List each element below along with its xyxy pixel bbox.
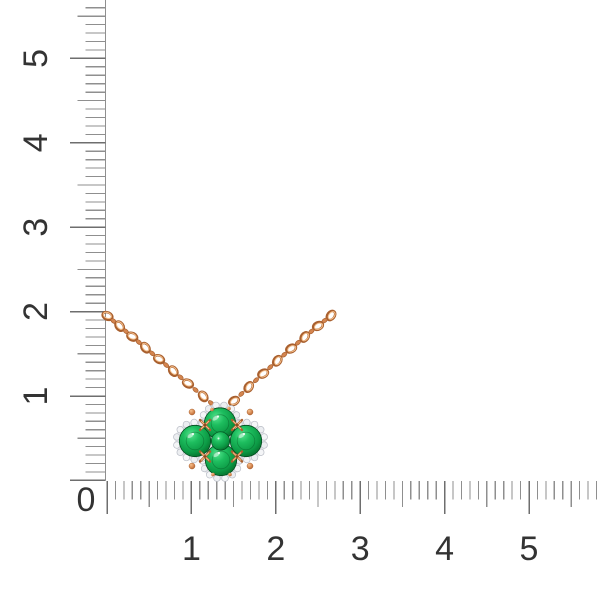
chain-link-highlight xyxy=(183,379,193,387)
gold-notch-dot xyxy=(188,462,196,470)
stone-sparkle xyxy=(242,432,246,436)
chain-link-highlight xyxy=(274,356,282,366)
horizontal-ruler-number: 1 xyxy=(182,530,201,568)
horizontal-ruler-number: 5 xyxy=(520,530,539,568)
chain-link xyxy=(267,364,274,370)
vertical-ruler xyxy=(70,0,107,482)
chain-link-highlight xyxy=(102,311,112,320)
vertical-ruler-number: 1 xyxy=(17,387,55,406)
vertical-ruler-number: 2 xyxy=(17,302,55,321)
gold-notch-dot xyxy=(246,462,254,470)
emerald-center-stone xyxy=(210,431,231,451)
horizontal-ruler-number: 4 xyxy=(435,530,454,568)
chain-link-highlight xyxy=(287,345,297,353)
chain-link-highlight xyxy=(327,311,336,320)
stone-sparkle xyxy=(217,451,221,455)
chain-link-highlight xyxy=(314,322,324,330)
halo-diamond-bead xyxy=(243,418,251,427)
chain-link-highlight xyxy=(245,382,254,392)
horizontal-ruler-number: 3 xyxy=(351,530,370,568)
stone-sparkle xyxy=(216,415,220,418)
gold-notch-dot xyxy=(246,408,254,416)
vertical-ruler-number: 3 xyxy=(17,218,55,237)
horizontal-ruler-numbers: 1 2 3 4 5 xyxy=(182,530,539,568)
gold-notch-dot xyxy=(188,408,196,416)
chain-link-highlight xyxy=(141,342,150,352)
halo-diamond-bead xyxy=(190,455,198,464)
horizontal-ruler-number: 2 xyxy=(266,530,285,568)
gold-prong-tip xyxy=(228,472,232,477)
chain-link xyxy=(163,362,170,368)
chain-link-highlight xyxy=(259,370,269,378)
vertical-ruler-number: 5 xyxy=(17,49,55,68)
gold-prong-tip xyxy=(211,472,215,477)
halo-diamond-bead xyxy=(257,448,265,456)
gold-prong-tip xyxy=(227,406,231,411)
gold-prong-tip xyxy=(210,407,214,412)
ruler-origin-number: 0 xyxy=(77,481,96,519)
halo-diamond-bead xyxy=(176,448,184,456)
chain-link-highlight xyxy=(301,332,310,342)
stone-facet-line xyxy=(185,431,205,451)
chain-link-highlight xyxy=(199,391,208,401)
chain-link xyxy=(253,377,259,384)
chain-link xyxy=(192,387,199,393)
emerald-clover-pendant xyxy=(173,401,268,482)
chain-link-highlight xyxy=(169,366,178,375)
halo-diamond-bead xyxy=(176,426,184,434)
gold-prong-cross xyxy=(198,450,212,463)
emerald-stone xyxy=(178,424,212,458)
gold-prong-cross xyxy=(230,450,244,463)
chain-link-highlight xyxy=(154,354,164,363)
emerald-stone xyxy=(229,424,263,458)
vertical-ruler-number: 4 xyxy=(17,133,55,152)
chain-link-highlight xyxy=(115,321,124,330)
chain-link xyxy=(238,391,245,397)
horizontal-ruler xyxy=(106,481,598,514)
stone-sparkle xyxy=(191,432,195,436)
stone-facet-line xyxy=(211,450,231,470)
chain-link-highlight xyxy=(230,397,240,405)
stone-sparkle xyxy=(217,437,220,440)
necklace-chain-left xyxy=(101,310,215,406)
chain-link-highlight xyxy=(127,332,137,340)
necklace-chain-right xyxy=(227,309,337,407)
halo-diamond-bead xyxy=(190,418,198,427)
halo-diamond-bead xyxy=(243,455,251,464)
gold-prong-cross xyxy=(230,418,244,432)
gold-prong-cross xyxy=(198,418,212,432)
stone-facet-line xyxy=(236,431,256,451)
vertical-ruler-numbers: 1 2 3 4 5 0 xyxy=(17,49,95,519)
halo-diamond-bead xyxy=(257,426,265,434)
chain-link xyxy=(177,374,184,381)
